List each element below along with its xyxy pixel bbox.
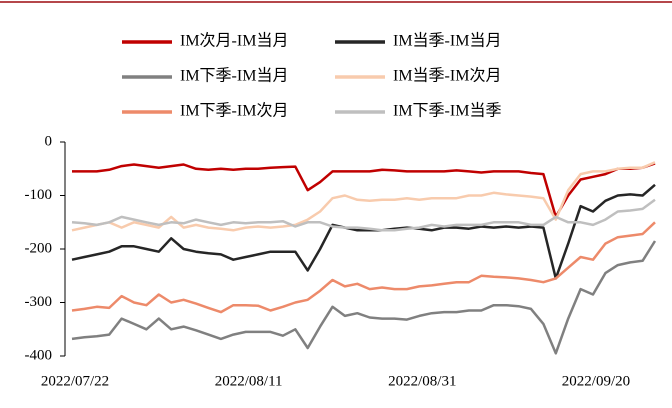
legend-label: IM当季-IM当月 — [393, 32, 501, 50]
series-line — [71, 221, 656, 314]
x-tick-label: 2022/07/22 — [41, 373, 109, 389]
x-tick-label: 2022/08/31 — [388, 373, 456, 389]
y-tick-label: -100 — [25, 187, 53, 203]
legend-label: IM下季-IM次月 — [180, 102, 288, 120]
series-line — [71, 183, 656, 280]
y-tick-label: -400 — [25, 347, 53, 363]
y-tick-label: -300 — [25, 294, 53, 310]
y-tick-label: 0 — [45, 133, 53, 149]
legend-label: IM下季-IM当月 — [180, 67, 288, 85]
legend-label: IM下季-IM当季 — [393, 102, 501, 120]
series-line — [71, 161, 656, 232]
legend-label: IM次月-IM当月 — [180, 32, 288, 50]
x-tick-label: 2022/09/20 — [562, 373, 630, 389]
series-line — [71, 198, 656, 232]
legend-label: IM当季-IM次月 — [393, 67, 501, 85]
series-line — [71, 240, 657, 355]
y-tick-label: -200 — [25, 240, 53, 256]
x-tick-label: 2022/08/11 — [215, 373, 283, 389]
